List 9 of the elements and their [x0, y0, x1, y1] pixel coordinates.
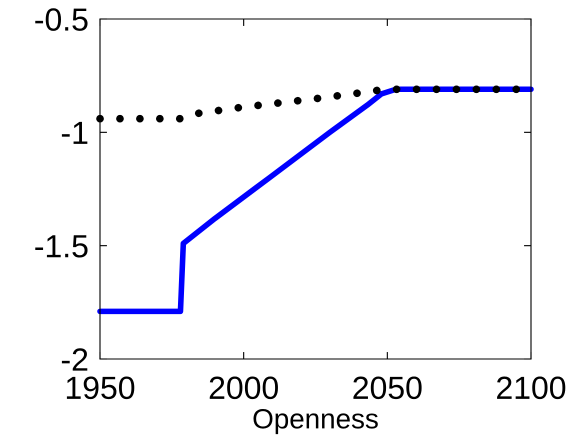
y-tick-label: -2 — [62, 348, 88, 371]
y-tick-label: -1 — [62, 122, 88, 144]
y-tick-label: -0.5 — [35, 8, 88, 31]
x-tick-label: 2100 — [497, 376, 566, 400]
x-axis-title: Openness — [254, 408, 378, 434]
x-tick-label: 2000 — [210, 376, 278, 400]
x-tick-label: 1950 — [66, 376, 134, 400]
x-tick-label: 2050 — [353, 376, 422, 400]
y-tick-label: -1.5 — [35, 235, 88, 258]
